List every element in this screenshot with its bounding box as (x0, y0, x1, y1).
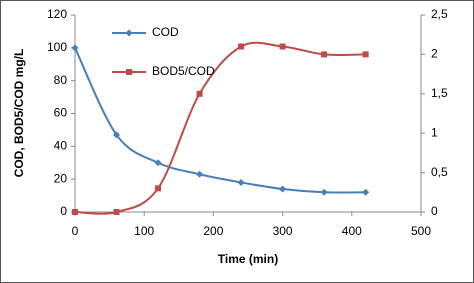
marker (279, 43, 286, 50)
marker (72, 209, 78, 215)
marker (113, 209, 120, 215)
x-tick-label: 300 (273, 224, 293, 238)
legend-label: BOD5/COD (152, 64, 215, 78)
legend-marker (126, 69, 132, 75)
y2-tick-label: 1,5 (431, 86, 448, 100)
x-tick-label: 200 (203, 224, 223, 238)
y2-tick-label: 2,5 (431, 7, 448, 21)
marker (320, 188, 328, 196)
legend-label: COD (152, 25, 179, 39)
x-tick-label: 0 (72, 224, 79, 238)
y2-tick-label: 0,5 (431, 165, 448, 179)
marker (238, 43, 245, 50)
marker (237, 178, 245, 186)
legend-marker (125, 29, 133, 37)
marker (154, 159, 162, 167)
x-tick-label: 500 (411, 224, 431, 238)
x-axis-title: Time (min) (218, 252, 278, 266)
marker (196, 170, 204, 178)
y2-tick-label: 2 (431, 47, 438, 61)
y-tick-label: 20 (54, 171, 68, 185)
marker (155, 185, 162, 192)
y-tick-label: 40 (54, 139, 68, 153)
y-tick-label: 0 (60, 204, 67, 218)
marker (196, 90, 203, 97)
marker (71, 44, 79, 52)
marker (321, 51, 328, 58)
y-tick-label: 100 (47, 40, 67, 54)
marker (362, 188, 370, 196)
marker (362, 51, 369, 58)
x-tick-label: 400 (342, 224, 362, 238)
marker (279, 185, 287, 193)
y-tick-label: 60 (54, 106, 68, 120)
y2-tick-label: 1 (431, 125, 438, 139)
marker (113, 131, 121, 139)
y-axis-title: COD, BOD5/COD mg/L (12, 49, 26, 178)
y-tick-label: 120 (47, 7, 67, 21)
y2-tick-label: 0 (431, 204, 438, 218)
series-line (74, 41, 366, 215)
y-tick-label: 80 (54, 73, 68, 87)
x-tick-label: 100 (134, 224, 154, 238)
